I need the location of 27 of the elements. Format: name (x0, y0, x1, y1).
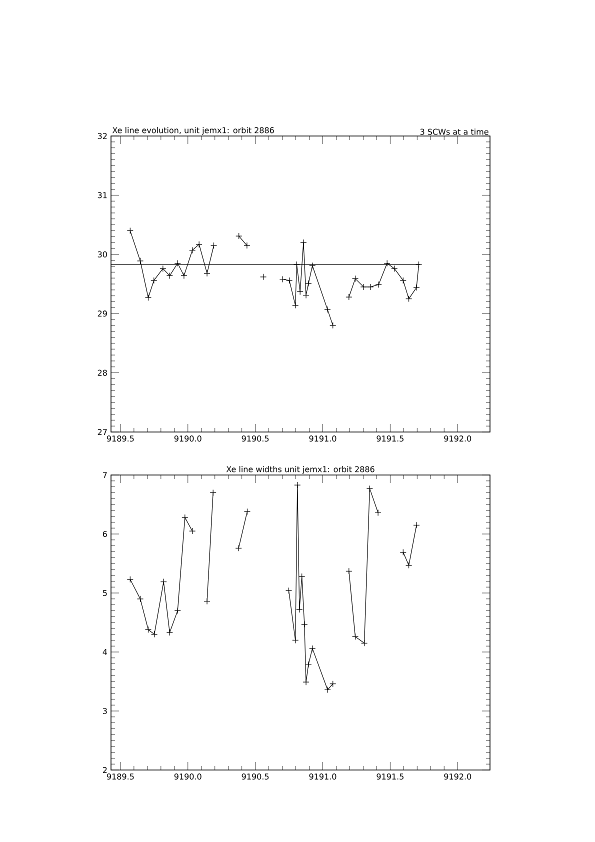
y-tick-label: 4 (102, 649, 108, 655)
chart-title: Xe line widths unit jemx1: orbit 2886 (226, 466, 374, 474)
x-tick-label: 9191.5 (376, 436, 404, 442)
y-tick-label: 28 (98, 370, 107, 376)
y-tick-label: 3 (102, 708, 107, 714)
x-tick-label: 9192.0 (444, 436, 472, 442)
chart-subtitle: 3 SCWs at a time (420, 128, 488, 135)
y-tick-label: 30 (98, 251, 107, 258)
x-tick-label: 9190.5 (242, 436, 269, 442)
y-tick-label: 5 (102, 590, 107, 596)
y-tick-label: 32 (98, 132, 107, 140)
y-tick-label: 2 (102, 767, 107, 773)
x-tick-label: 9191.5 (376, 774, 404, 780)
y-tick-label: 6 (102, 530, 107, 538)
y-tick-label: 7 (103, 472, 107, 478)
y-tick-label: 29 (98, 310, 107, 317)
x-tick-label: 9190.0 (174, 436, 202, 442)
x-tick-label: 9190.5 (242, 774, 269, 780)
x-tick-label: 9189.5 (106, 436, 134, 442)
x-tick-label: 9190.0 (174, 774, 202, 780)
chart-title: Xe line evolution, unit jemx1: orbit 2886 (112, 127, 274, 135)
x-tick-label: 9189.5 (106, 774, 134, 780)
y-tick-label: 27 (98, 429, 107, 435)
x-tick-label: 9191.0 (309, 436, 336, 442)
x-tick-label: 9192.0 (444, 774, 472, 780)
y-tick-label: 31 (98, 192, 107, 198)
x-tick-label: 9191.0 (309, 774, 336, 780)
